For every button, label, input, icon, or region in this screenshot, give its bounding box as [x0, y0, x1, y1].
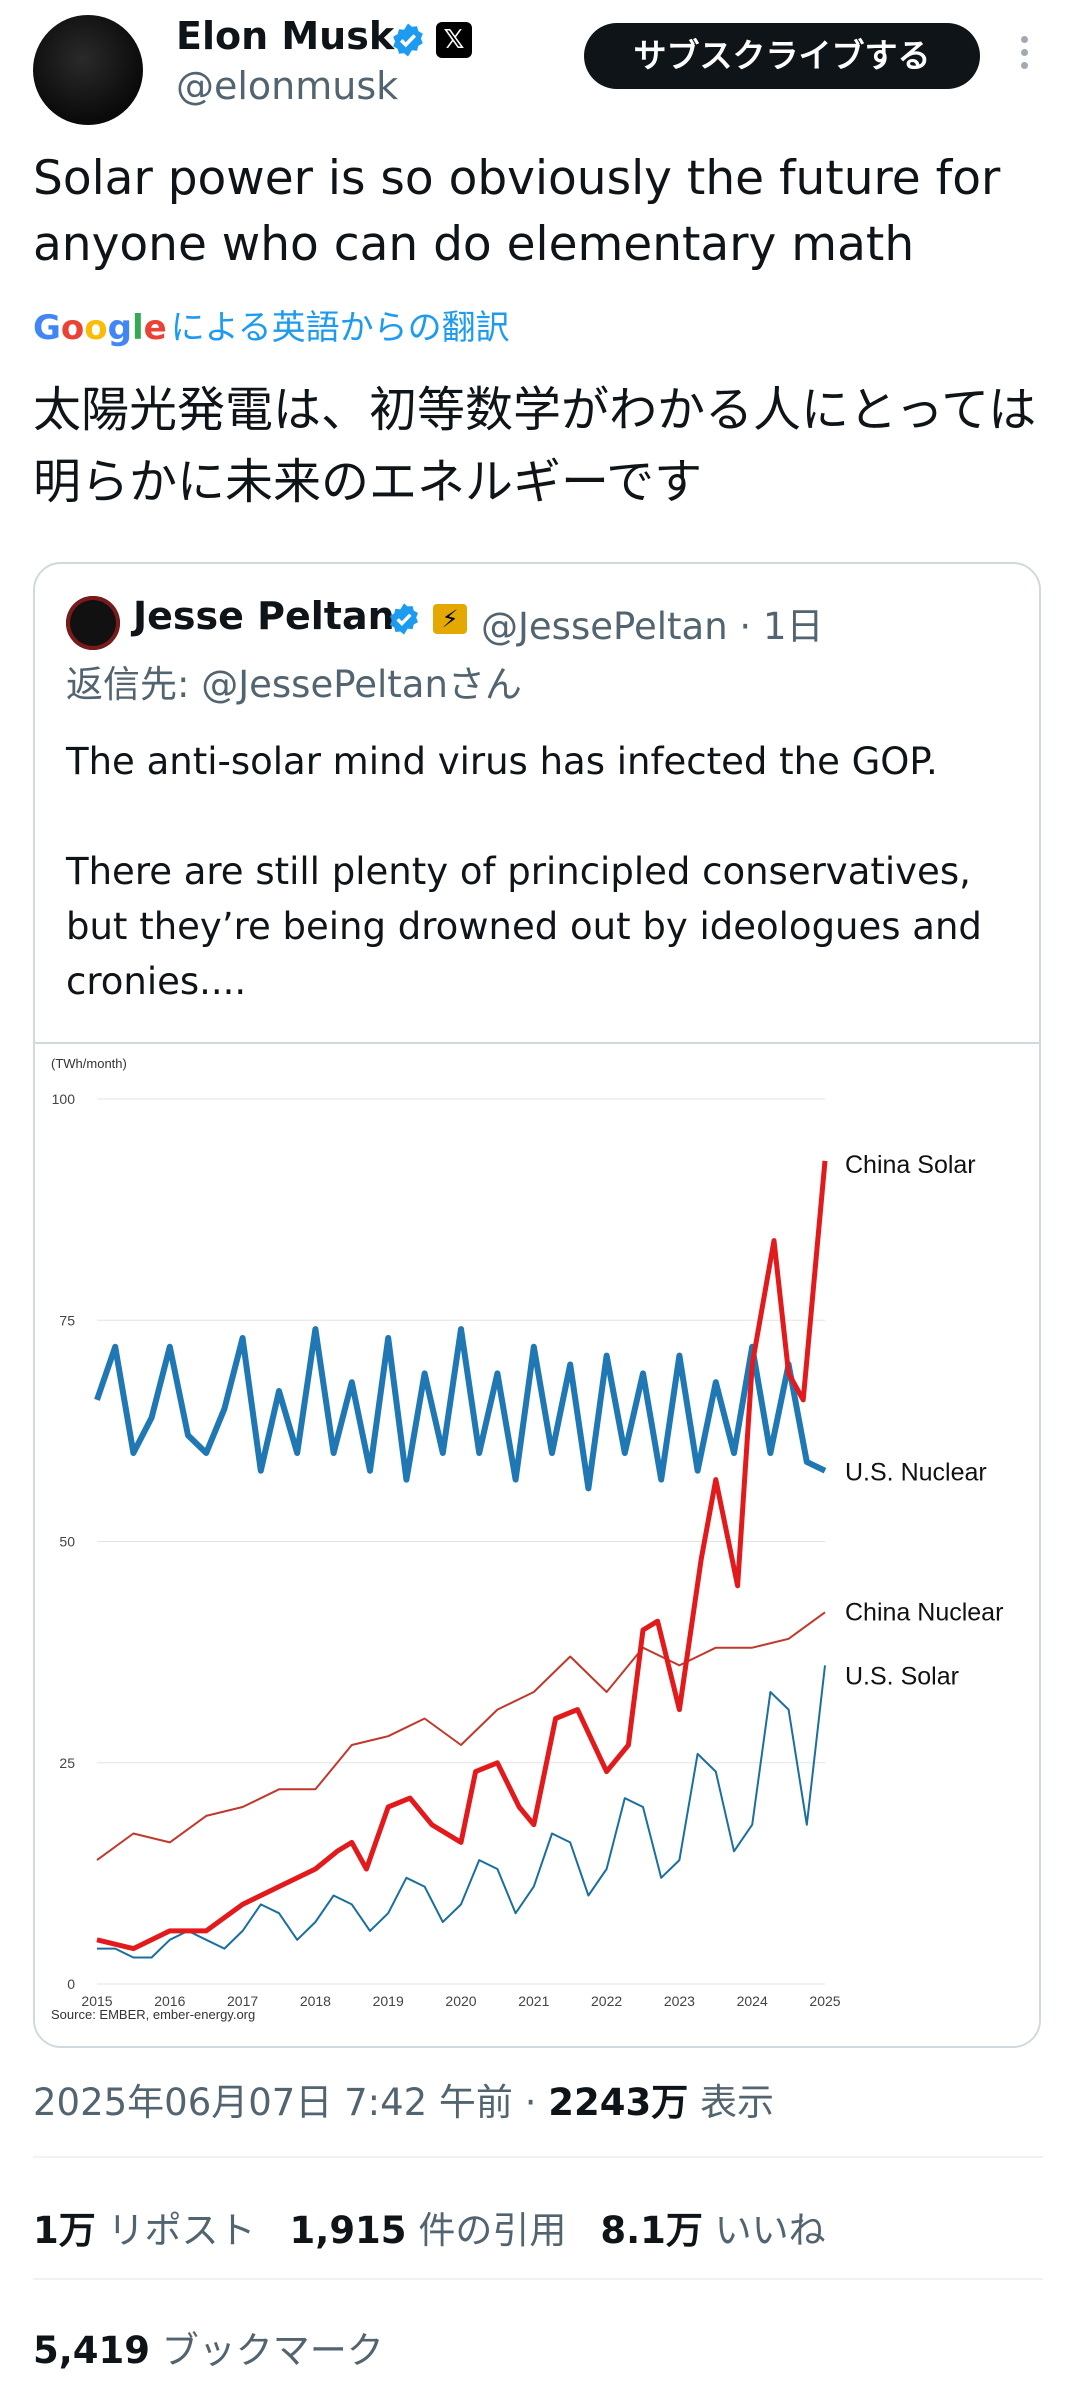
bookmarks-stat[interactable]: 5,419 ブックマーク	[33, 2320, 418, 2374]
bookmarks-count: 5,419	[33, 2329, 151, 2372]
series-line-china-solar	[96, 1160, 828, 1952]
series-line-u-s-nuclear	[94, 1326, 827, 1492]
google-logo-letter: e	[143, 308, 167, 348]
x-tick-label: 2015	[81, 1993, 112, 2009]
google-logo: Google	[33, 308, 167, 348]
y-tick-label: 0	[67, 1976, 75, 1992]
google-logo-letter: o	[84, 308, 108, 348]
quoted-post-card[interactable]: Jesse Peltan ⚡ @JessePeltan · 1日 返信先: @J…	[33, 562, 1041, 2048]
chart-image[interactable]: (TWh/month) 0 25 50 75 100 2015 2016 2017 2018 201…	[35, 1042, 1039, 2046]
series-label: U.S. Solar	[845, 1662, 959, 1690]
series-label: China Solar	[845, 1151, 976, 1179]
x-tick-label: 2016	[154, 1993, 185, 2009]
divider	[33, 2156, 1043, 2158]
series-label: China Nuclear	[845, 1598, 1003, 1626]
x-affiliation-badge: 𝕏	[436, 22, 472, 58]
reply-handle-link[interactable]: @JessePeltanさん	[201, 663, 522, 706]
reposts-count[interactable]: 1万	[33, 2209, 96, 2252]
series-label: U.S. Nuclear	[845, 1459, 987, 1487]
x-tick-label: 2022	[591, 1993, 622, 2009]
quoted-post-text: The anti-solar mind virus has infected t…	[66, 740, 982, 1003]
likes-label[interactable]: いいね	[702, 2209, 826, 2252]
x-tick-label: 2023	[664, 1993, 695, 2009]
more-options-icon[interactable]	[1014, 36, 1034, 86]
tweet-text: Solar power is so obviously the future f…	[33, 151, 1001, 272]
y-tick-label: 75	[59, 1312, 75, 1328]
views-label: 表示	[688, 2081, 774, 2124]
y-tick-label: 100	[52, 1091, 76, 1107]
views-count: 2243万	[548, 2081, 689, 2124]
translation-attribution[interactable]: Google による英語からの翻訳	[33, 300, 510, 349]
x-tick-label: 2024	[737, 1993, 768, 2009]
y-tick-label: 50	[59, 1534, 75, 1550]
post-timestamp[interactable]: 2025年06月07日 7:42 午前 · 2243万 表示	[33, 2072, 774, 2126]
x-tick-label: 2025	[809, 1993, 840, 2009]
quotes-label[interactable]: 件の引用	[406, 2209, 567, 2252]
subscribe-button[interactable]: サブスクライブする	[584, 23, 980, 89]
quoted-handle-time: @JessePeltan · 1日	[481, 605, 824, 648]
google-logo-letter: l	[131, 308, 144, 348]
y-tick-label: 25	[59, 1755, 75, 1771]
chart-source: Source: EMBER, ember-energy.org	[51, 2007, 255, 2022]
engagement-stats: 1万 リポスト 1,915 件の引用 8.1万 いいね	[33, 2200, 860, 2254]
x-tick-label: 2018	[300, 1993, 331, 2009]
divider	[33, 2278, 1043, 2280]
x-tick-label: 2019	[373, 1993, 404, 2009]
x-tick-label: 2020	[445, 1993, 476, 2009]
google-logo-letter: o	[60, 308, 85, 348]
quoted-author-name[interactable]: Jesse Peltan	[133, 594, 395, 638]
verified-badge-icon	[389, 603, 419, 635]
quotes-count[interactable]: 1,915	[289, 2209, 407, 2252]
quoted-author-avatar[interactable]	[66, 596, 120, 650]
y-axis-unit-label: (TWh/month)	[51, 1056, 127, 1071]
verified-badge-icon	[393, 23, 423, 57]
author-name[interactable]: Elon Musk	[176, 14, 395, 58]
author-handle[interactable]: @elonmusk	[176, 64, 399, 108]
likes-count[interactable]: 8.1万	[600, 2209, 703, 2252]
x-tick-label: 2021	[518, 1993, 549, 2009]
series-line-u-s-solar	[97, 1665, 826, 1959]
line-chart: (TWh/month) 0 25 50 75 100 2015 2016 2017 2018 201…	[51, 1056, 1003, 2022]
google-logo-letter: G	[33, 308, 61, 348]
affiliation-badge-icon: ⚡	[433, 604, 467, 634]
translated-text: 太陽光発電は、初等数学がわかる人にとっては明らかに未来のエネルギーです	[33, 382, 1037, 510]
reply-to-line: 返信先: @JessePeltanさん	[66, 654, 522, 708]
series-line-china-nuclear	[96, 1611, 826, 1861]
reposts-label[interactable]: リポスト	[95, 2209, 256, 2252]
translation-label: による英語からの翻訳	[170, 308, 510, 348]
avatar[interactable]	[33, 15, 143, 125]
x-tick-label: 2017	[227, 1993, 258, 2009]
google-logo-letter: g	[107, 308, 132, 348]
timestamp-text: 2025年06月07日 7:42 午前 ·	[33, 2081, 549, 2124]
bookmarks-label: ブックマーク	[150, 2329, 384, 2372]
reply-prefix: 返信先:	[66, 663, 202, 706]
